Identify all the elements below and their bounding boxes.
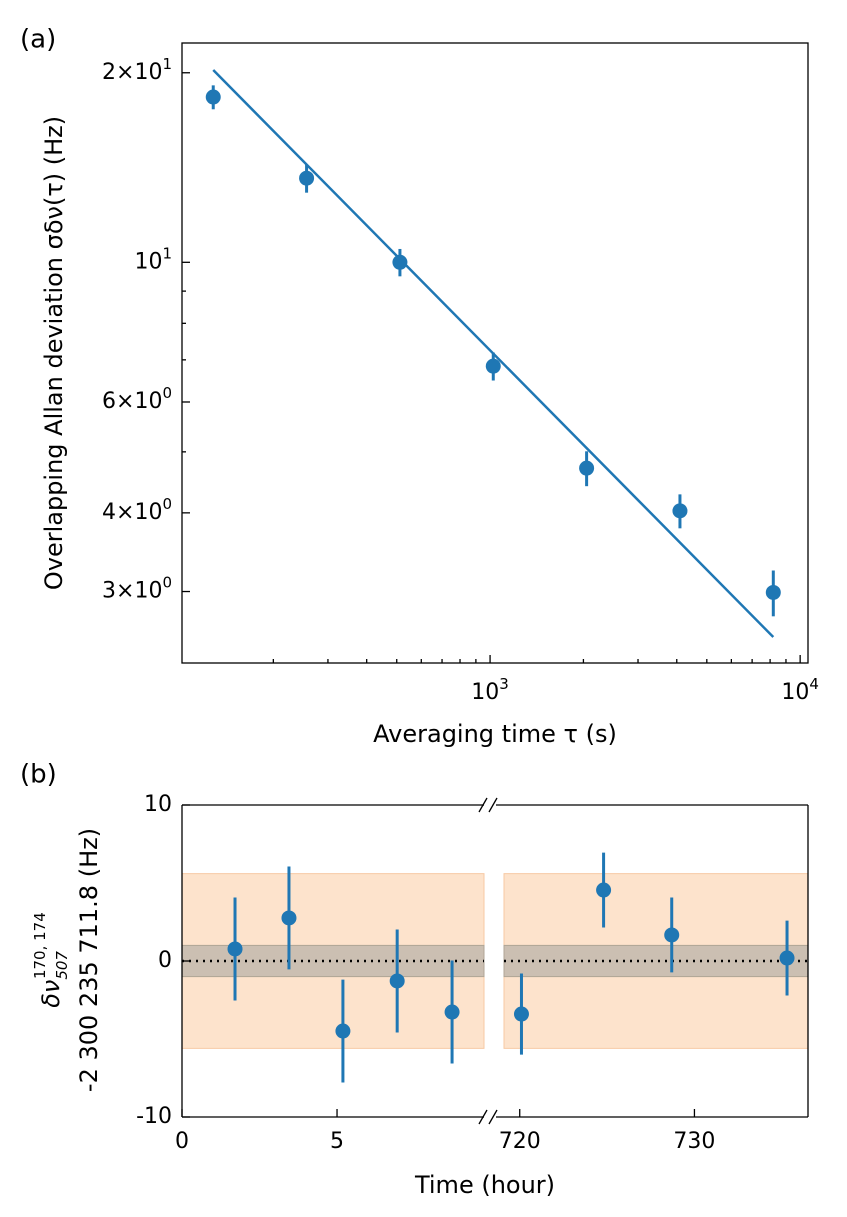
data-point [444,1004,460,1020]
data-point [299,170,315,186]
break-mark [488,797,498,813]
y-tick-label: 4×100 [102,494,172,525]
data-point [664,927,680,943]
panel-label: (a) [20,25,56,55]
y-tick-label: 2×101 [102,54,172,85]
x-axis-label: Averaging time τ (s) [373,720,617,748]
band [181,944,485,978]
data-point [392,254,408,270]
band [503,944,809,978]
data-point [389,973,405,989]
data-point [227,941,243,957]
x-tick-label: 730 [673,1129,715,1154]
y-tick-label: 3×100 [102,573,172,604]
y-label-main: δν [37,980,65,1008]
y-label-sub: 507 [53,951,71,980]
y-axis-label: Overlapping Allan deviation σδν(τ) (Hz) [40,116,68,590]
x-axis-label: Time (hour) [414,1171,555,1199]
x-tick-label: 103 [471,675,509,706]
y-axis-label: -2 300 235 711.8 (Hz) [75,828,103,1092]
data-point [335,1023,351,1039]
y-label-sup: 170, 174 [31,912,49,979]
x-tick-label: 0 [175,1129,189,1154]
data-point [205,89,221,105]
x-tick-label: 104 [781,675,819,706]
panel-label: (b) [20,760,57,790]
data-point [672,503,688,519]
data-point [596,882,612,898]
y-axis-label: δν507170, 174 [31,912,71,1008]
y-tick-label: 101 [134,244,172,275]
data-point [281,910,297,926]
break-mark [478,797,488,813]
y-tick-label: 10 [144,792,172,817]
data-point [579,460,595,476]
data-point [485,358,501,374]
break-mark [488,1109,498,1125]
plot-frame [181,42,809,664]
y-tick-label: 6×100 [102,383,172,414]
y-tick-label: -10 [136,1104,172,1129]
y-tick-label: 0 [158,948,172,973]
data-point [779,950,795,966]
x-tick-label: 5 [330,1129,344,1154]
break-mark [478,1109,488,1125]
data-point [765,584,781,600]
x-tick-label: 720 [499,1129,541,1154]
data-point [513,1006,529,1022]
